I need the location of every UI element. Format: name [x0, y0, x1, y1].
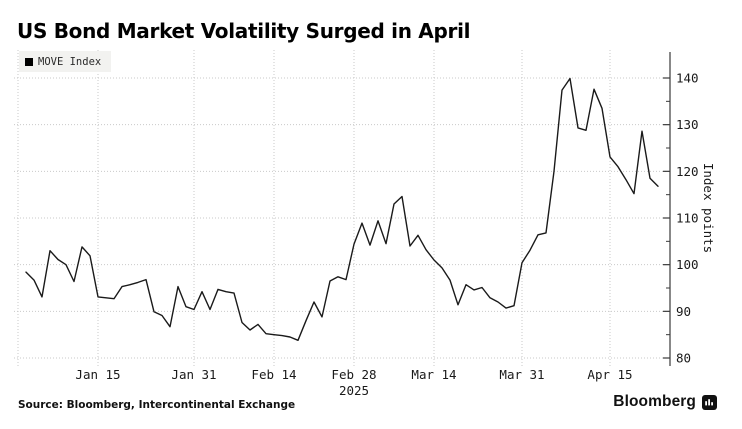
- chart-title: US Bond Market Volatility Surged in Apri…: [17, 19, 471, 43]
- x-tick-label: Mar 31: [499, 367, 544, 382]
- x-tick-label: Feb 14: [251, 367, 296, 382]
- bloomberg-bars-icon: [702, 394, 717, 410]
- x-tick-label: Feb 28: [331, 367, 376, 382]
- bloomberg-logo: Bloomberg: [613, 393, 717, 411]
- x-tick-label: Apr 15: [587, 367, 632, 382]
- y-tick-label: 130: [676, 117, 699, 132]
- y-tick-label: 110: [676, 211, 699, 226]
- bloomberg-logo-text: Bloomberg: [613, 393, 696, 410]
- source-text: Source: Bloomberg, Intercontinental Exch…: [18, 399, 296, 411]
- legend-label: MOVE Index: [38, 55, 102, 68]
- move-index-line: [25, 77, 659, 341]
- y-tick-label: 90: [676, 304, 691, 319]
- x-tick-label: Jan 15: [75, 367, 120, 382]
- y-tick-label: 140: [676, 71, 699, 86]
- y-tick-label: 120: [676, 164, 699, 179]
- legend: MOVE Index: [19, 51, 112, 72]
- legend-swatch-icon: [25, 57, 33, 66]
- x-tick-label: Jan 31: [171, 367, 216, 382]
- x-axis-year-label: 2025: [339, 383, 369, 398]
- y-axis-title: Index points: [701, 163, 716, 253]
- x-tick-label: Mar 14: [411, 367, 456, 382]
- y-tick-label: 100: [676, 257, 699, 272]
- y-tick-label: 80: [676, 351, 691, 366]
